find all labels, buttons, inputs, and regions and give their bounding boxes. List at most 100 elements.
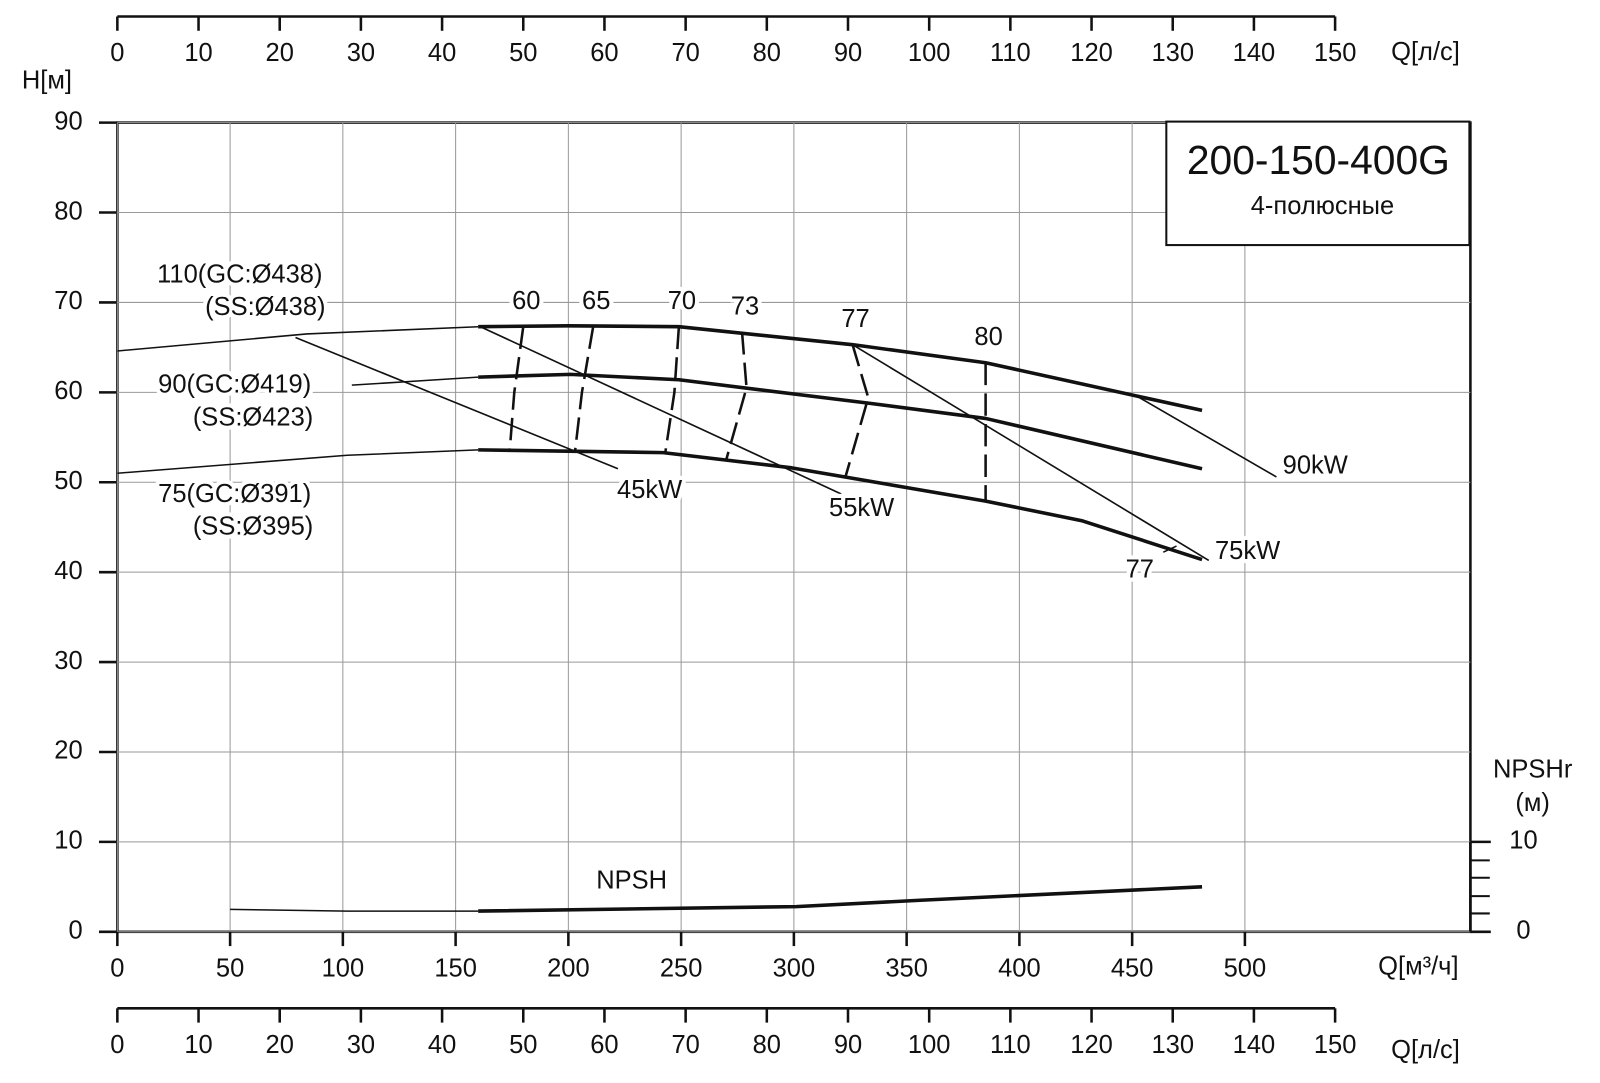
x-axis-label: Q[м³/ч] (1378, 952, 1458, 980)
x2-tick-label: 50 (509, 39, 537, 67)
y-tick-label: 30 (54, 647, 82, 675)
power-line (852, 343, 1210, 562)
x2-tick-label: 0 (110, 39, 124, 67)
x-tick-label: 50 (216, 954, 244, 982)
curve-label: (SS:Ø395) (193, 512, 313, 540)
x2-tick-label: 150 (1314, 39, 1357, 67)
power-line (480, 325, 842, 495)
efficiency-label: 77 (841, 305, 869, 333)
x2-tick-label: 130 (1151, 39, 1194, 67)
y-tick-label: 10 (54, 827, 82, 855)
power-label: 45kW (617, 476, 682, 504)
y2-tick-label: 10 (1509, 827, 1537, 855)
curve-extension (351, 376, 479, 386)
note-tick (1162, 545, 1177, 553)
x2-tick-label: 150 (1314, 1031, 1357, 1059)
x2-tick-label: 100 (908, 1031, 951, 1059)
x2-tick-label: 40 (428, 1031, 456, 1059)
curve-extension (117, 449, 479, 474)
efficiency-label: 73 (731, 292, 759, 320)
x-tick-label: 300 (773, 954, 816, 982)
power-line (1136, 395, 1277, 478)
x2-tick-label: 80 (753, 39, 781, 67)
curve-label: (SS:Ø438) (205, 293, 325, 321)
curve-extension (230, 908, 479, 912)
efficiency-line (508, 326, 525, 451)
y-tick-label: 0 (68, 917, 82, 945)
y-axis-label: H[м] (22, 67, 72, 95)
x2-tick-label: 90 (834, 39, 862, 67)
y-tick-label: 50 (54, 467, 82, 495)
x2-tick-label: 40 (428, 39, 456, 67)
y2-axis-unit: (м) (1515, 789, 1550, 817)
curve-extension (117, 325, 479, 352)
x2-tick-label: 110 (990, 39, 1031, 67)
power-label: 55kW (829, 494, 894, 522)
power-label: 75kW (1215, 537, 1280, 565)
x2-tick-label: 60 (590, 39, 618, 67)
y2-tick-label: 0 (1516, 917, 1530, 945)
chart-title: 200-150-400G (1187, 137, 1450, 183)
y-tick-label: 80 (54, 197, 82, 225)
efficiency-note: 77 (1126, 555, 1154, 583)
x2-tick-label: 20 (266, 1031, 294, 1059)
x2-tick-label: 10 (184, 39, 212, 67)
x-tick-label: 500 (1224, 954, 1267, 982)
x-tick-label: 150 (434, 954, 477, 982)
x2-tick-label: 30 (347, 1031, 375, 1059)
y2-axis-label: NPSHr (1493, 755, 1573, 783)
curve-label: 90(GC:Ø419) (158, 371, 311, 399)
x2-tick-label: 120 (1070, 39, 1113, 67)
x2-tick-label: 0 (110, 1031, 124, 1059)
x2-tick-label: 30 (347, 39, 375, 67)
efficiency-label: 80 (974, 323, 1002, 351)
x2-tick-label: 110 (990, 1031, 1031, 1059)
x-tick-label: 400 (998, 954, 1041, 982)
x-tick-label: 350 (885, 954, 928, 982)
efficiency-label: 65 (582, 287, 610, 315)
curve-label: (SS:Ø423) (193, 403, 313, 431)
efficiency-label: 70 (668, 287, 696, 315)
x2-tick-label: 130 (1151, 1031, 1194, 1059)
x2-tick-label: 140 (1233, 39, 1276, 67)
efficiency-label: 60 (512, 287, 540, 315)
x2-tick-label: 50 (509, 1031, 537, 1059)
x-tick-label: 200 (547, 954, 590, 982)
curve-label: 110(GC:Ø438) (157, 260, 322, 288)
x-tick-label: 100 (322, 954, 365, 982)
x2-tick-label: 80 (753, 1031, 781, 1059)
x2-tick-label: 90 (834, 1031, 862, 1059)
efficiency-line (573, 326, 595, 451)
y-tick-label: 70 (54, 287, 82, 315)
x2-tick-label: 10 (184, 1031, 212, 1059)
x-tick-label: 450 (1111, 954, 1154, 982)
title-box (1165, 120, 1471, 247)
curve (478, 372, 1203, 471)
x2-tick-label: 140 (1233, 1031, 1276, 1059)
x2-tick-label: 60 (590, 1031, 618, 1059)
y2-minor-ticks (1470, 859, 1490, 915)
curve (478, 448, 1203, 562)
x2-tick-label: 100 (908, 39, 951, 67)
x-tick-label: 250 (660, 954, 703, 982)
x-tick-label: 0 (110, 954, 124, 982)
x2-tick-label: 70 (671, 39, 699, 67)
y-tick-label: 60 (54, 377, 82, 405)
power-line (295, 336, 619, 470)
chart-subtitle: 4-полюсные (1251, 192, 1394, 220)
x2-tick-label: 20 (266, 39, 294, 67)
efficiency-line (844, 344, 870, 477)
x2-axis-label-bottom: Q[л/с] (1391, 1036, 1460, 1064)
efficiency-line (724, 332, 748, 461)
y-tick-label: 20 (54, 737, 82, 765)
efficiency-line (664, 326, 681, 453)
x2-axis-label-top: Q[л/с] (1391, 38, 1460, 66)
curve-label: NPSH (596, 867, 667, 895)
power-label: 90kW (1283, 451, 1348, 479)
x2-tick-label: 120 (1070, 1031, 1113, 1059)
curves (117, 324, 1277, 913)
x2-tick-label: 70 (671, 1031, 699, 1059)
y-tick-label: 90 (54, 107, 82, 135)
curve-label: 75(GC:Ø391) (158, 480, 311, 508)
